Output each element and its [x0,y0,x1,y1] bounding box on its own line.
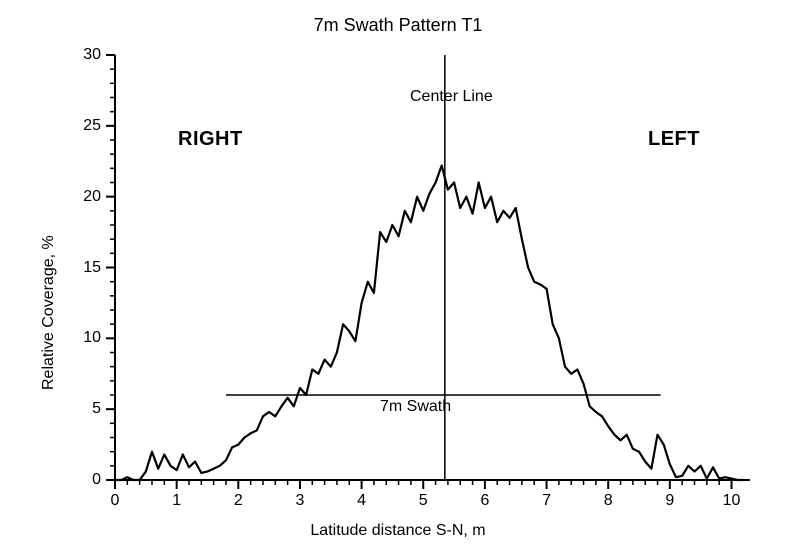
tick-label: 5 [419,492,428,510]
data-series [115,166,744,481]
chart-canvas [0,0,796,555]
tick-label: 25 [83,117,101,135]
swath-chart: 7m Swath Pattern T1 Center Line RIGHT LE… [0,0,796,555]
tick-label: 3 [295,492,304,510]
tick-label: 7 [542,492,551,510]
tick-label: 9 [665,492,674,510]
tick-label: 6 [480,492,489,510]
tick-label: 10 [83,329,101,347]
tick-label: 0 [111,492,120,510]
tick-label: 2 [234,492,243,510]
tick-label: 0 [92,471,101,489]
tick-label: 10 [723,492,741,510]
tick-label: 5 [92,400,101,418]
tick-label: 4 [357,492,366,510]
tick-label: 30 [83,46,101,64]
tick-label: 1 [172,492,181,510]
tick-label: 8 [604,492,613,510]
tick-label: 20 [83,188,101,206]
tick-label: 15 [83,259,101,277]
